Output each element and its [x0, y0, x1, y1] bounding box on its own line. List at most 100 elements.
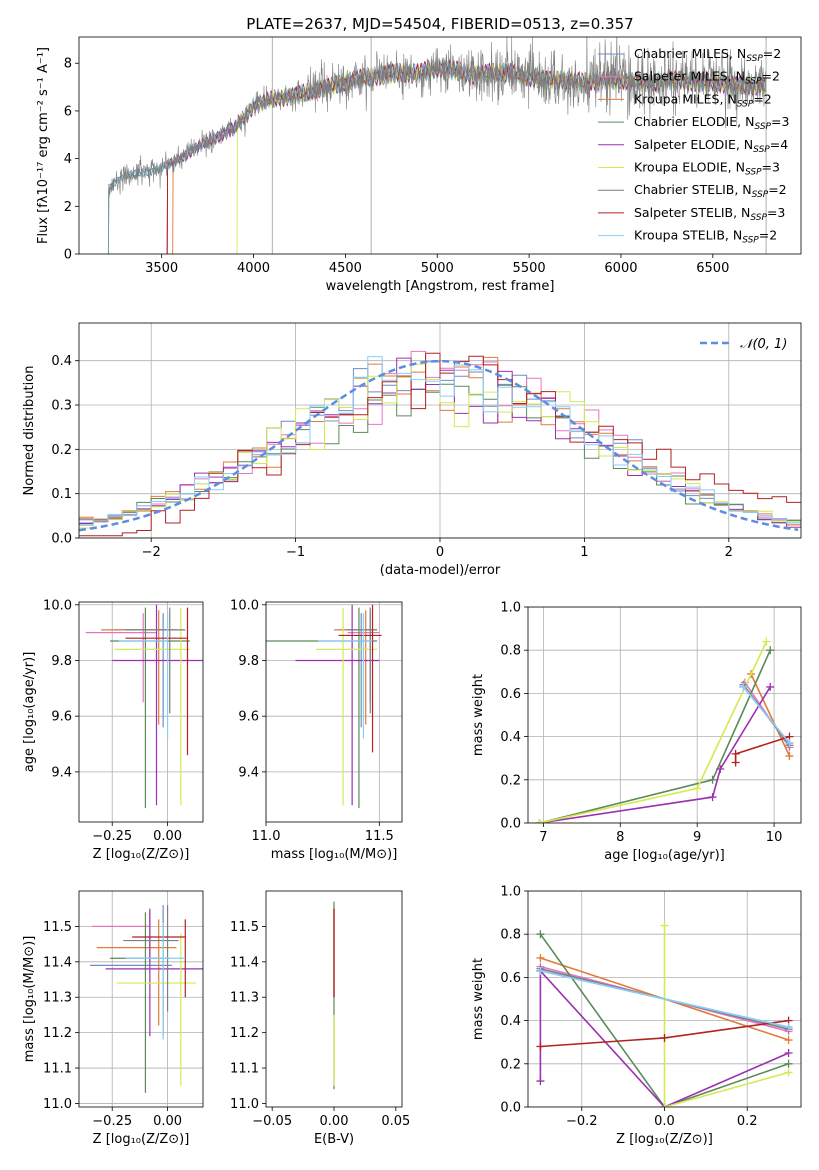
x-axis-label: age [log₁₀(age/yr)]	[604, 848, 725, 863]
spectrum-plot	[75, 36, 802, 258]
plus-marker	[766, 682, 775, 691]
y-axis-label: age [log₁₀(age/yr)]	[22, 652, 37, 773]
y-tick-label: 1.0	[500, 601, 521, 616]
y-tick-label: 0.6	[500, 687, 521, 702]
y-tick-label: 0.4	[51, 354, 72, 369]
y-tick-label: 9.4	[238, 765, 259, 780]
mass-weight-line	[540, 970, 789, 1028]
plus-marker	[785, 752, 794, 761]
y-tick-label: 9.6	[238, 710, 259, 725]
y-tick-label: 9.8	[238, 654, 259, 669]
y-tick-label: 0.3	[51, 399, 72, 414]
y-tick-label: 0.4	[500, 1014, 521, 1029]
x-tick-label: −1	[286, 545, 305, 560]
plus-marker	[536, 1042, 545, 1051]
x-tick-label: 5500	[513, 261, 546, 276]
y-tick-label: 0.0	[500, 1101, 521, 1116]
legend-value: =2	[763, 46, 781, 61]
subscript: SSP	[752, 190, 769, 200]
plus-marker	[708, 775, 717, 784]
age-vs-mass-plot	[262, 601, 403, 826]
legend-label: Salpeter MILES, NSSP=2	[634, 69, 780, 87]
legend-value: =2	[768, 182, 786, 197]
legend-label: Kroupa MILES, NSSP=2	[634, 91, 772, 109]
x-tick-label: 0.00	[153, 829, 182, 844]
y-tick-label: 0.2	[500, 773, 521, 788]
x-tick-label: 0	[436, 545, 444, 560]
age-vs-mass-data-layer	[266, 602, 402, 822]
x-axis-label: Z [log₁₀(Z/Z⊙)]	[93, 847, 190, 862]
subscript: SSP	[745, 77, 762, 87]
plus-marker	[784, 1049, 793, 1057]
x-axis-label: E(B-V)	[314, 1132, 354, 1147]
plus-marker	[660, 1103, 669, 1107]
x-axis-label: wavelength [Angstrom, rest frame]	[326, 279, 555, 294]
axes-frame	[78, 601, 204, 823]
x-tick-label: −2	[142, 545, 161, 560]
y-tick-label: 11.0	[230, 1097, 259, 1112]
mass-weight-vs-Z-data-layer	[528, 891, 801, 1107]
y-tick-label: 11.1	[230, 1062, 259, 1077]
legend-label: Chabrier STELIB, NSSP=2	[634, 182, 787, 200]
plus-marker	[784, 1068, 793, 1077]
spectrum-data-layer	[107, 37, 767, 254]
plus-marker	[784, 1036, 793, 1045]
legend-value: =3	[767, 205, 785, 220]
y-tick-label: 11.3	[43, 991, 72, 1006]
plus-marker	[536, 953, 545, 962]
x-tick-label: −0.25	[92, 829, 132, 844]
legend-label: 𝒩(0, 1)	[740, 337, 787, 352]
mass-vs-EBV-plot	[262, 890, 403, 1111]
legend-label: Salpeter ELODIE, NSSP=4	[634, 137, 788, 155]
y-tick-label: 0.2	[51, 443, 72, 458]
mass-weight-line	[663, 925, 789, 1107]
y-tick-label: 11.5	[230, 920, 259, 935]
plus-marker	[739, 682, 748, 691]
x-tick-label: 6000	[604, 261, 637, 276]
age-vs-Z-data-layer	[79, 602, 203, 822]
legend-label: Kroupa ELODIE, NSSP=3	[634, 160, 780, 178]
axes-frame	[527, 890, 802, 1108]
observed-spectrum-line	[108, 37, 767, 254]
y-tick-label: 0	[64, 248, 72, 263]
axes-frame	[265, 890, 403, 1108]
x-tick-label: 11.5	[365, 829, 394, 844]
histogram-series	[79, 357, 801, 538]
plus-marker	[784, 1059, 793, 1068]
plus-marker	[784, 1023, 793, 1032]
plus-marker	[536, 1077, 545, 1086]
axes-frame	[78, 36, 802, 255]
x-tick-label: 0.2	[737, 1114, 758, 1129]
x-axis-label: (data-model)/error	[380, 563, 501, 578]
axes-frame	[78, 890, 204, 1108]
legend-value: =2	[753, 91, 771, 106]
mass-weight-line	[539, 686, 771, 823]
y-tick-label: 11.5	[43, 920, 72, 935]
plus-marker	[731, 758, 740, 767]
y-tick-label: 11.2	[43, 1026, 72, 1041]
legend-label: Salpeter STELIB, NSSP=3	[634, 205, 785, 223]
y-tick-label: 0.4	[500, 730, 521, 745]
y-tick-label: 9.8	[51, 654, 72, 669]
figure-title: PLATE=2637, MJD=54504, FIBERID=0513, z=0…	[246, 15, 633, 33]
subscript: SSP	[737, 99, 754, 109]
subscript: SSP	[746, 54, 763, 64]
x-tick-label: 4000	[237, 261, 270, 276]
x-tick-label: −0.05	[252, 1114, 292, 1129]
y-tick-label: 0.0	[51, 532, 72, 547]
y-tick-label: 0.8	[500, 644, 521, 659]
y-axis-label: mass weight	[471, 674, 486, 756]
age-vs-Z-plot	[75, 601, 204, 826]
plus-marker	[660, 1033, 669, 1042]
y-axis-label: mass [log₁₀(M/M⊙)]	[22, 936, 37, 1063]
axes-frame	[78, 322, 802, 539]
x-tick-label: 2	[725, 545, 733, 560]
legend-label: Kroupa STELIB, NSSP=2	[634, 228, 777, 246]
x-tick-label: 0.0	[654, 1114, 675, 1129]
x-tick-label: 0.00	[320, 1114, 349, 1129]
y-tick-label: 0.1	[51, 487, 72, 502]
plus-marker	[535, 819, 544, 823]
x-tick-label: 6500	[696, 261, 729, 276]
x-tick-label: 4500	[329, 261, 362, 276]
